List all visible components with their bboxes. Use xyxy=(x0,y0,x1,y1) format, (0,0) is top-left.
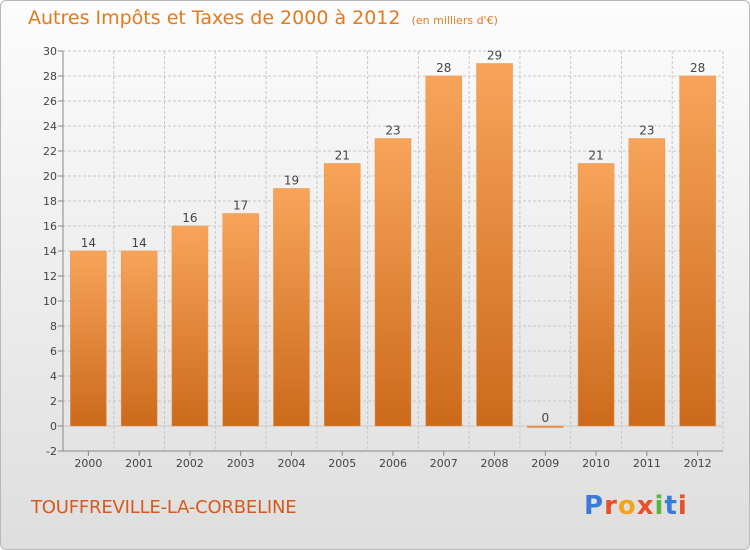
x-tick-label-2007: 2007 xyxy=(430,457,458,470)
bar-2004 xyxy=(273,188,310,427)
y-tick-label: 18 xyxy=(43,195,57,208)
bar-2010 xyxy=(577,163,615,427)
bar-2009 xyxy=(527,425,564,428)
data-label-2007: 28 xyxy=(436,61,451,75)
y-tick-label: -2 xyxy=(46,445,57,458)
x-tick-label-2004: 2004 xyxy=(277,457,305,470)
chart-title: Autres Impôts et Taxes de 2000 à 2012 xyxy=(28,7,401,29)
bar-2008 xyxy=(476,63,513,427)
logo-letter: P xyxy=(584,491,605,521)
y-tick-label: 6 xyxy=(50,345,57,358)
data-label-2008: 29 xyxy=(487,49,502,63)
y-tick-label: 4 xyxy=(50,370,57,383)
y-tick-label: 8 xyxy=(50,320,57,333)
bar-2006 xyxy=(374,138,412,427)
data-label-2006: 23 xyxy=(385,124,400,138)
x-tick-label-2009: 2009 xyxy=(531,457,559,470)
x-tick-label-2003: 2003 xyxy=(227,457,255,470)
data-label-2000: 14 xyxy=(81,236,96,250)
data-label-2010: 21 xyxy=(588,149,603,163)
y-tick-label: 30 xyxy=(43,45,57,58)
x-tick-label-2012: 2012 xyxy=(684,457,712,470)
y-tick-label: 22 xyxy=(43,145,57,158)
y-tick-label: 20 xyxy=(43,170,57,183)
chart-title-block: Autres Impôts et Taxes de 2000 à 2012 (e… xyxy=(28,7,498,29)
x-tick-label-2001: 2001 xyxy=(125,457,153,470)
bars xyxy=(70,63,716,428)
x-tick-label-2010: 2010 xyxy=(582,457,610,470)
x-tick-label-2011: 2011 xyxy=(633,457,661,470)
y-tick-label: 28 xyxy=(43,70,57,83)
bar-2005 xyxy=(323,163,361,427)
bar-2007 xyxy=(425,75,463,427)
y-tick-label: 0 xyxy=(50,420,57,433)
proxiti-logo: Proxiti xyxy=(584,491,688,521)
y-tick-label: 16 xyxy=(43,220,57,233)
commune-name: TOUFFREVILLE-LA-CORBELINE xyxy=(31,497,297,518)
logo-letter: t xyxy=(664,491,678,521)
data-label-2009: 0 xyxy=(541,411,549,425)
bar-2000 xyxy=(70,250,107,427)
data-label-2001: 14 xyxy=(132,236,147,250)
data-label-2012: 28 xyxy=(690,61,705,75)
logo-letter: r xyxy=(604,491,618,521)
x-tick-label-2008: 2008 xyxy=(481,457,509,470)
y-tick-label: 10 xyxy=(43,295,57,308)
y-tick-label: 24 xyxy=(43,120,57,133)
axes xyxy=(58,50,723,456)
bar-2002 xyxy=(171,225,209,427)
data-label-2011: 23 xyxy=(639,124,654,138)
bar-2012 xyxy=(679,75,716,427)
y-tick-label: 2 xyxy=(50,395,57,408)
chart-unit: (en milliers d'€) xyxy=(411,14,498,27)
y-tick-label: 26 xyxy=(43,95,57,108)
logo-letter: i xyxy=(654,491,665,521)
logo-letter: i xyxy=(677,491,688,521)
data-label-2002: 16 xyxy=(182,211,197,225)
y-tick-label: 12 xyxy=(43,270,57,283)
logo-letter: o xyxy=(617,491,637,521)
data-labels: 14 14 16 17 19 21 23 28 29 0 21 23 28 xyxy=(81,49,706,426)
bar-2011 xyxy=(628,138,666,427)
data-label-2004: 19 xyxy=(284,174,299,188)
data-label-2003: 17 xyxy=(233,199,248,213)
y-tick-label: 14 xyxy=(43,245,57,258)
data-label-2005: 21 xyxy=(335,149,350,163)
x-tick-label-2006: 2006 xyxy=(379,457,407,470)
x-tick-label-2000: 2000 xyxy=(74,457,102,470)
bar-2003 xyxy=(222,213,259,427)
logo-letter: x xyxy=(636,491,655,521)
x-tick-label-2002: 2002 xyxy=(176,457,204,470)
x-tick-label-2005: 2005 xyxy=(328,457,356,470)
bar-2001 xyxy=(120,250,158,427)
